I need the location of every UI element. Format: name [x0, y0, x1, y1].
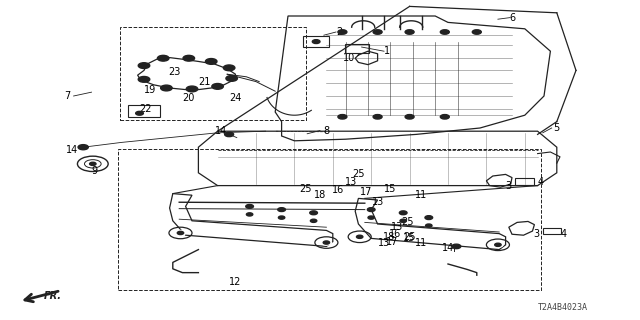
Text: 11: 11 — [415, 190, 428, 200]
Text: 8: 8 — [323, 126, 330, 136]
Text: 25: 25 — [403, 232, 416, 243]
Text: 21: 21 — [198, 76, 211, 87]
Circle shape — [399, 211, 407, 215]
Circle shape — [440, 30, 449, 34]
Text: 25: 25 — [300, 184, 312, 195]
Circle shape — [246, 213, 253, 216]
Text: 17: 17 — [360, 187, 372, 197]
Circle shape — [138, 76, 150, 82]
Text: 14: 14 — [65, 145, 78, 156]
Text: 22: 22 — [140, 104, 152, 114]
Circle shape — [367, 208, 375, 212]
Bar — [128, 105, 160, 117]
Text: 10: 10 — [342, 52, 355, 63]
Circle shape — [400, 219, 406, 222]
Circle shape — [246, 204, 253, 208]
Text: 16: 16 — [389, 228, 402, 239]
Text: 5: 5 — [554, 123, 560, 133]
Bar — [303, 36, 329, 47]
Circle shape — [186, 86, 198, 92]
Circle shape — [78, 145, 88, 150]
Text: 15: 15 — [403, 233, 416, 244]
Circle shape — [373, 30, 382, 34]
Text: 15: 15 — [384, 184, 397, 194]
Text: 2: 2 — [336, 27, 342, 37]
Circle shape — [226, 76, 237, 81]
Circle shape — [90, 162, 96, 165]
Circle shape — [405, 115, 414, 119]
Circle shape — [212, 84, 223, 89]
Text: 6: 6 — [509, 12, 515, 23]
Circle shape — [425, 216, 433, 220]
Circle shape — [312, 40, 320, 44]
Circle shape — [205, 59, 217, 64]
Circle shape — [321, 240, 332, 245]
Circle shape — [355, 234, 365, 239]
Circle shape — [373, 115, 382, 119]
Circle shape — [225, 132, 234, 137]
Circle shape — [338, 30, 347, 34]
Circle shape — [157, 55, 169, 61]
Circle shape — [495, 243, 501, 246]
Circle shape — [452, 244, 461, 249]
Text: 25: 25 — [401, 217, 413, 228]
Circle shape — [323, 241, 330, 244]
Bar — [345, 44, 369, 53]
Circle shape — [368, 216, 374, 219]
Text: 4: 4 — [538, 177, 544, 188]
Bar — [118, 149, 541, 290]
Text: 19: 19 — [144, 84, 157, 95]
Text: T2A4B4023A: T2A4B4023A — [538, 303, 588, 312]
Text: 16: 16 — [332, 185, 344, 196]
Circle shape — [310, 211, 317, 215]
Text: 13: 13 — [378, 238, 390, 248]
Circle shape — [310, 219, 317, 222]
Text: 14: 14 — [442, 243, 454, 253]
Text: 12: 12 — [229, 276, 242, 287]
Circle shape — [183, 55, 195, 61]
Circle shape — [440, 115, 449, 119]
Circle shape — [278, 216, 285, 219]
Circle shape — [356, 235, 363, 238]
Circle shape — [177, 231, 184, 235]
Text: 3: 3 — [533, 228, 540, 239]
Text: 13: 13 — [371, 196, 384, 207]
Bar — [543, 228, 561, 234]
Text: 4: 4 — [560, 228, 566, 239]
Text: 1: 1 — [384, 46, 390, 56]
Circle shape — [138, 63, 150, 68]
Text: 18: 18 — [314, 190, 326, 200]
Text: 25: 25 — [352, 169, 365, 180]
Circle shape — [405, 30, 414, 34]
Circle shape — [426, 224, 432, 227]
Text: 17: 17 — [385, 236, 398, 247]
Text: 9: 9 — [92, 166, 98, 176]
Text: 20: 20 — [182, 92, 195, 103]
Circle shape — [175, 230, 186, 236]
Circle shape — [136, 111, 143, 115]
Circle shape — [338, 115, 347, 119]
Text: 14: 14 — [214, 126, 227, 136]
Circle shape — [223, 65, 235, 71]
Bar — [515, 178, 534, 185]
Text: 24: 24 — [229, 92, 242, 103]
Text: 13: 13 — [390, 222, 403, 232]
Text: 7: 7 — [64, 91, 70, 101]
Text: 11: 11 — [415, 238, 428, 248]
Circle shape — [161, 85, 172, 91]
Text: 23: 23 — [168, 67, 181, 77]
Text: 18: 18 — [383, 232, 396, 243]
Text: 3: 3 — [506, 180, 512, 191]
Text: FR.: FR. — [44, 291, 61, 301]
Circle shape — [278, 208, 285, 212]
Circle shape — [493, 242, 503, 247]
Bar — [120, 27, 306, 120]
Circle shape — [472, 30, 481, 34]
Text: 13: 13 — [344, 177, 357, 188]
